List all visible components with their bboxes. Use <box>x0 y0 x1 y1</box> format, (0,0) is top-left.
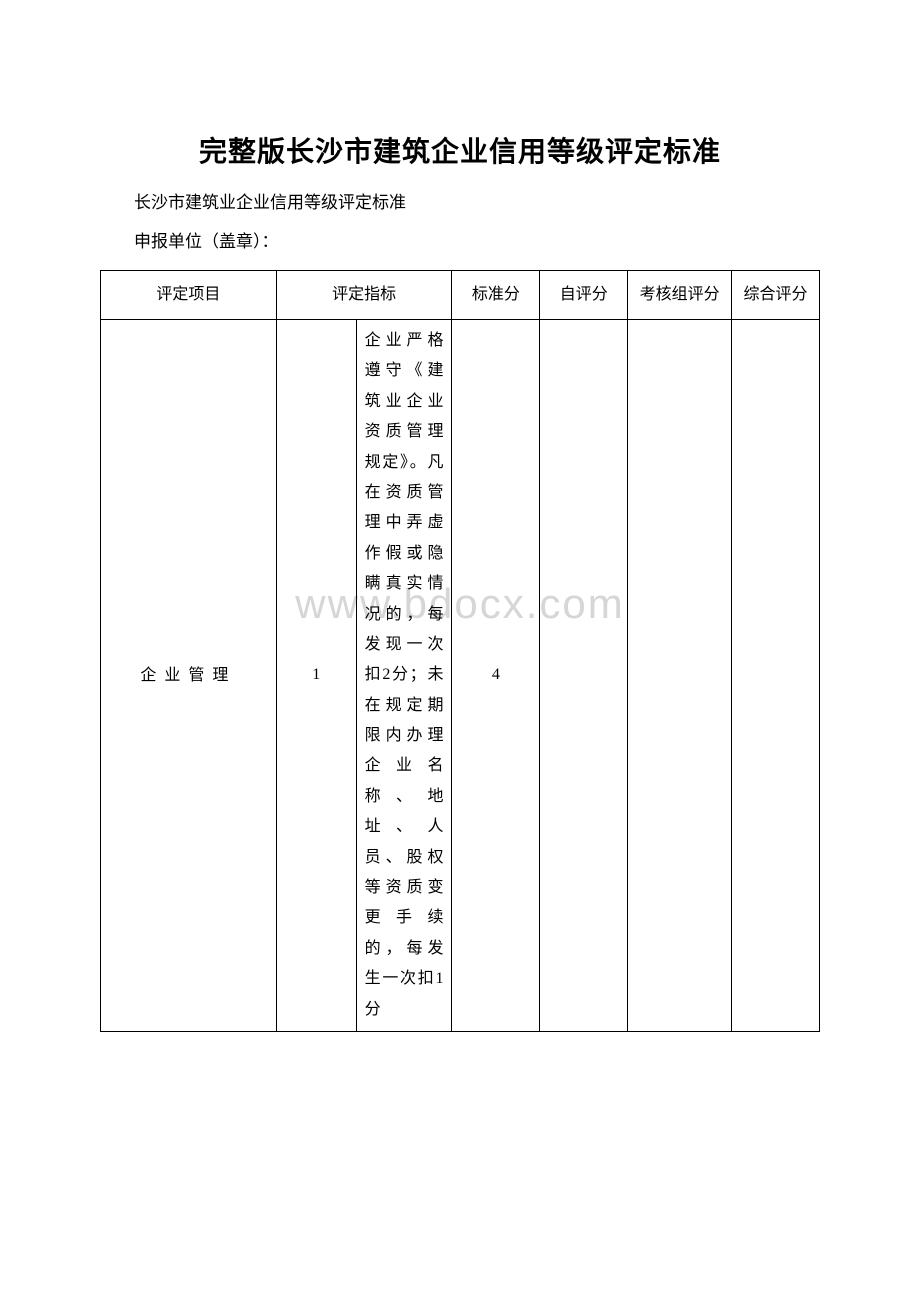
header-self-score: 自评分 <box>540 271 628 320</box>
document-subtitle: 长沙市建筑业企业信用等级评定标准 <box>100 188 820 213</box>
header-std-score: 标准分 <box>452 271 540 320</box>
header-indicator: 评定指标 <box>276 271 452 320</box>
cell-index-desc: 企业严格遵守《建筑业企业资质管理规定》。凡在资质管理中弄虚作假或隐瞒真实情况的，… <box>356 320 452 1032</box>
header-group-score: 考核组评分 <box>628 271 732 320</box>
evaluation-table: 评定项目 评定指标 标准分 自评分 考核组评分 综合评分 企业管理 1 企业严格… <box>100 270 820 1032</box>
declarant-label: 申报单位（盖章）： <box>100 227 820 252</box>
document-content: 完整版长沙市建筑企业信用等级评定标准 长沙市建筑业企业信用等级评定标准 申报单位… <box>100 130 820 1032</box>
cell-std-score: 4 <box>452 320 540 1032</box>
cell-comp-score <box>732 320 820 1032</box>
cell-self-score <box>540 320 628 1032</box>
header-project: 评定项目 <box>101 271 277 320</box>
cell-index-num: 1 <box>276 320 356 1032</box>
cell-project: 企业管理 <box>101 320 277 1032</box>
table-header-row: 评定项目 评定指标 标准分 自评分 考核组评分 综合评分 <box>101 271 820 320</box>
table-row: 企业管理 1 企业严格遵守《建筑业企业资质管理规定》。凡在资质管理中弄虚作假或隐… <box>101 320 820 1032</box>
document-title: 完整版长沙市建筑企业信用等级评定标准 <box>100 130 820 170</box>
cell-index-desc-text: 业严格遵守《建筑业企业资质管理规定》。凡在资质管理中弄虚作假或隐瞒真实情况的，每… <box>365 332 444 1018</box>
cell-group-score <box>628 320 732 1032</box>
header-comp-score: 综合评分 <box>732 271 820 320</box>
cell-index-desc-indent: 企 <box>365 332 386 349</box>
